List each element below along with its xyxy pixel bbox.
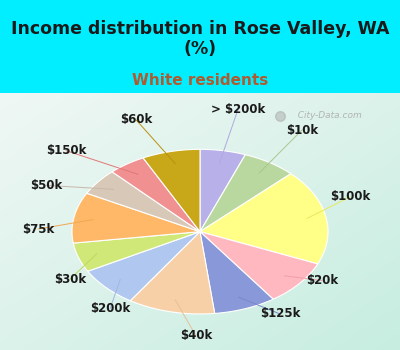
Polygon shape	[200, 149, 245, 232]
Polygon shape	[130, 232, 215, 314]
Polygon shape	[72, 193, 200, 243]
Text: $20k: $20k	[306, 274, 338, 287]
Polygon shape	[87, 172, 200, 232]
Text: > $200k: > $200k	[211, 103, 265, 116]
Text: $60k: $60k	[120, 113, 152, 126]
Polygon shape	[88, 232, 200, 301]
Polygon shape	[200, 232, 318, 299]
Text: $10k: $10k	[286, 124, 318, 136]
Text: $200k: $200k	[90, 302, 130, 315]
Polygon shape	[200, 232, 273, 314]
Text: City-Data.com: City-Data.com	[292, 111, 362, 120]
Text: $50k: $50k	[30, 179, 62, 192]
Polygon shape	[200, 155, 291, 232]
Polygon shape	[112, 158, 200, 232]
Text: $100k: $100k	[330, 190, 370, 203]
Polygon shape	[200, 174, 328, 264]
Text: $40k: $40k	[180, 329, 212, 342]
Text: White residents: White residents	[132, 73, 268, 88]
Polygon shape	[143, 149, 200, 232]
Text: Income distribution in Rose Valley, WA
(%): Income distribution in Rose Valley, WA (…	[11, 20, 389, 58]
Polygon shape	[73, 232, 200, 271]
Text: $125k: $125k	[260, 308, 300, 321]
Text: $30k: $30k	[54, 273, 86, 286]
Text: $150k: $150k	[46, 144, 86, 157]
Text: $75k: $75k	[22, 223, 54, 236]
